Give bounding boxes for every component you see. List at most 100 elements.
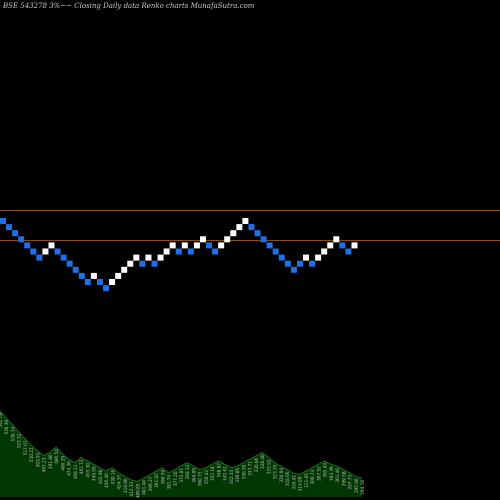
volume-labels: 542.78 536.39 530.14 523.32 517.07 510.22 503.… (0, 413, 365, 498)
renko-brick (296, 260, 303, 267)
volume-label: 497.23 (42, 457, 47, 472)
volume-label: 297.73 (348, 475, 353, 490)
volume-label: 364.09 (192, 468, 197, 483)
renko-brick (321, 248, 328, 255)
renko-brick (121, 266, 128, 273)
volume-fill (0, 411, 362, 497)
volume-label: 424.37 (117, 475, 122, 490)
renko-bricks (0, 218, 358, 292)
volume-label: 295.90 (354, 478, 359, 493)
volume-label: 536.39 (4, 420, 9, 435)
volume-label: 303.39 (329, 466, 334, 481)
volume-label: 391.02 (154, 473, 159, 488)
renko-brick (115, 272, 122, 279)
volume-label: 517.07 (23, 440, 28, 455)
renko-brick (42, 248, 49, 255)
volume-label: 301.46 (335, 468, 340, 483)
renko-brick (36, 254, 43, 261)
volume-label: 480.29 (60, 456, 65, 471)
renko-brick (151, 260, 158, 267)
volume-label: 449.05 (92, 466, 97, 481)
renko-brick (103, 285, 110, 292)
renko-brick (181, 242, 188, 249)
volume-label: 430.16 (110, 469, 115, 484)
volume-label: 356.42 (204, 469, 209, 484)
volume-label: 412.33 (129, 481, 134, 496)
renko-brick (230, 230, 237, 237)
renko-brick (133, 254, 140, 261)
volume-label: 491.80 (48, 454, 53, 469)
volume-label: 530.14 (11, 426, 16, 441)
renko-brick (284, 260, 291, 267)
renko-brick (224, 236, 231, 243)
renko-brick (272, 248, 279, 255)
volume-label: 474.36 (67, 461, 72, 476)
renko-brick (90, 272, 97, 279)
renko-brick (290, 266, 297, 273)
renko-brick (72, 266, 79, 273)
renko-brick (0, 218, 6, 224)
renko-brick (96, 279, 103, 285)
renko-brick (66, 260, 73, 267)
volume-label: 468.11 (73, 464, 78, 479)
volume-label: 352.18 (210, 466, 215, 481)
volume-label: 372.81 (179, 468, 184, 483)
renko-brick (242, 218, 249, 224)
renko-brick (339, 242, 346, 249)
volume-label: 368.33 (185, 464, 190, 479)
renko-brick (260, 236, 267, 243)
renko-brick (345, 248, 352, 255)
renko-brick (199, 236, 206, 243)
volume-label: 320.94 (279, 468, 284, 483)
renko-brick (254, 230, 261, 237)
renko-brick (6, 224, 13, 231)
renko-brick (315, 254, 322, 261)
volume-label: 418.90 (123, 478, 128, 493)
renko-brick (169, 242, 176, 249)
volume-label: 299.58 (341, 471, 346, 486)
volume-label: 325.92 (266, 459, 271, 474)
volume-label: 542.78 (0, 413, 3, 428)
volume-label: 323.35 (273, 464, 278, 479)
renko-brick (206, 242, 213, 249)
renko-brick (163, 248, 170, 255)
renko-brick (351, 242, 358, 249)
renko-brick (327, 242, 334, 249)
volume-label: 318.66 (285, 471, 290, 486)
volume-label: 406.85 (135, 483, 140, 498)
volume-label: 294.18 (360, 480, 365, 495)
volume-label: 333.71 (248, 461, 253, 476)
volume-label: 314.09 (298, 476, 303, 491)
volume-label: 348.87 (216, 463, 221, 478)
renko-brick (193, 242, 200, 249)
renko-brick (303, 254, 309, 261)
volume-label: 510.22 (29, 447, 34, 462)
volume-label: 396.27 (148, 476, 153, 491)
renko-brick (18, 236, 25, 243)
renko-brick (278, 254, 285, 261)
renko-brick (212, 248, 219, 255)
volume-label: 401.48 (142, 480, 147, 495)
volume-label: 311.85 (304, 473, 309, 488)
renko-brick (12, 230, 19, 237)
renko-brick (24, 242, 31, 249)
volume-label: 486.54 (54, 449, 59, 464)
renko-brick (84, 279, 91, 285)
renko-brick (236, 224, 243, 231)
renko-brick (54, 248, 61, 255)
volume-label: 461.72 (79, 459, 84, 474)
volume-label: 381.74 (167, 475, 172, 490)
volume-label: 436.40 (104, 473, 109, 488)
volume-label: 330.86 (254, 457, 259, 472)
volume-label: 523.32 (17, 433, 22, 448)
volume-edge (0, 410, 363, 482)
volume-label: 360.75 (198, 471, 203, 486)
volume-label: 307.52 (316, 466, 321, 481)
renko-brick (30, 248, 37, 255)
renko-brick (145, 254, 152, 261)
volume-label: 455.30 (85, 463, 90, 478)
volume-label: 339.06 (235, 468, 240, 483)
volume-area (0, 410, 363, 497)
renko-brick (139, 260, 146, 267)
renko-brick (309, 260, 316, 267)
